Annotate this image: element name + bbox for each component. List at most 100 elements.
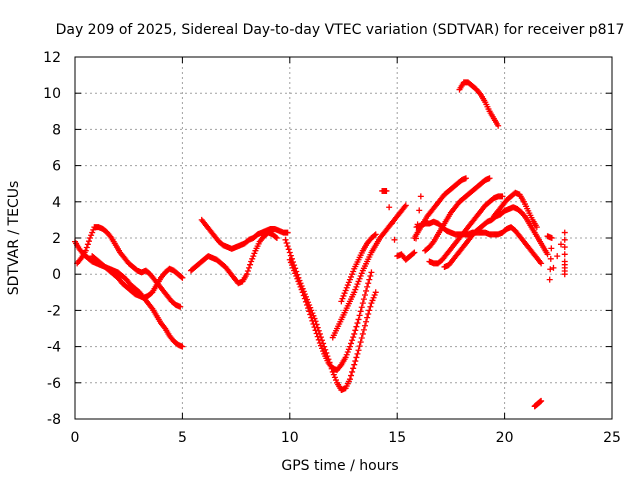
data-point [359,300,366,307]
data-point [388,220,395,227]
data-point [550,264,557,271]
data-point [355,347,362,354]
data-point [319,345,326,352]
data-point [352,286,359,293]
data-point [348,340,355,347]
data-point [306,308,313,315]
data-point [352,358,359,365]
data-point [357,273,364,280]
data-point [366,276,373,283]
data-point [561,244,568,251]
series-track-15 [441,204,551,270]
data-point [554,253,561,260]
data-point [356,312,363,319]
data-point [351,361,358,368]
data-point [344,282,351,289]
y-tick-label: 2 [52,231,61,247]
data-point [314,333,321,340]
data-point [251,250,258,257]
data-point [391,236,398,243]
data-point [273,235,280,241]
data-point [312,327,319,334]
data-point [548,235,555,241]
x-tick-label: 15 [388,430,406,446]
y-tick-label: -8 [47,412,61,428]
data-point [348,273,355,280]
data-point [357,308,364,315]
data-point [361,292,368,299]
data-point [342,354,349,361]
data-point [250,253,257,260]
data-point [179,274,186,281]
series-track-03 [89,253,186,301]
y-axis-label: SDTVAR / TECUs [6,181,22,296]
x-tick-label: 10 [281,430,299,446]
axis-ticks [74,56,613,420]
data-point [365,280,372,287]
data-point [179,343,186,350]
data-point [360,296,367,303]
data-point [283,239,290,246]
series-track-02 [74,224,184,310]
data-point [371,292,378,299]
series-track-17 [456,79,502,129]
data-point [340,292,347,299]
data-point [368,269,375,276]
data-point [358,304,365,311]
data-point [244,268,251,275]
data-point [367,303,374,310]
data-point [538,260,545,267]
data-point [372,231,379,238]
data-point [287,259,294,266]
y-tick-label: -6 [47,376,61,392]
data-point [353,283,360,290]
data-point [311,324,318,331]
data-point [462,175,469,182]
data-point [282,236,289,243]
data-point [372,289,379,296]
x-tick-label: 25 [603,430,621,446]
y-tick-label: 12 [43,50,61,66]
data-point [309,317,316,324]
series-track-19 [544,229,568,283]
data-point [348,372,355,379]
data-point [561,271,568,278]
data-point [360,326,367,333]
data-point [370,294,377,301]
data-point [367,273,374,280]
data-point [355,278,362,285]
data-point [363,318,370,325]
data-point [349,271,356,278]
data-point [416,207,423,214]
data-point [358,270,365,277]
data-point [359,330,366,337]
data-point [292,270,299,277]
data-point [84,241,91,248]
data-point [346,376,353,383]
data-point [305,305,312,312]
series-track-16 [490,189,540,231]
data-point [353,323,360,330]
data-point [343,284,350,291]
series-track-07 [286,256,375,374]
data-point [82,247,89,254]
data-point [243,271,250,278]
data-point [561,229,568,236]
series-track-13 [422,175,493,254]
data-point [89,229,96,236]
data-point [272,234,279,241]
x-tick-label: 0 [71,430,80,446]
y-tick-label: 4 [52,195,61,211]
data-point [245,264,252,271]
data-point [290,264,297,271]
data-point [533,224,540,231]
data-layer [72,79,568,410]
grid-layer [75,57,612,419]
data-point [331,374,338,381]
data-point [345,346,352,353]
x-axis-label: GPS time / hours [281,458,398,474]
data-point [296,281,303,288]
data-point [351,289,358,296]
y-tick-label: 8 [52,122,61,138]
